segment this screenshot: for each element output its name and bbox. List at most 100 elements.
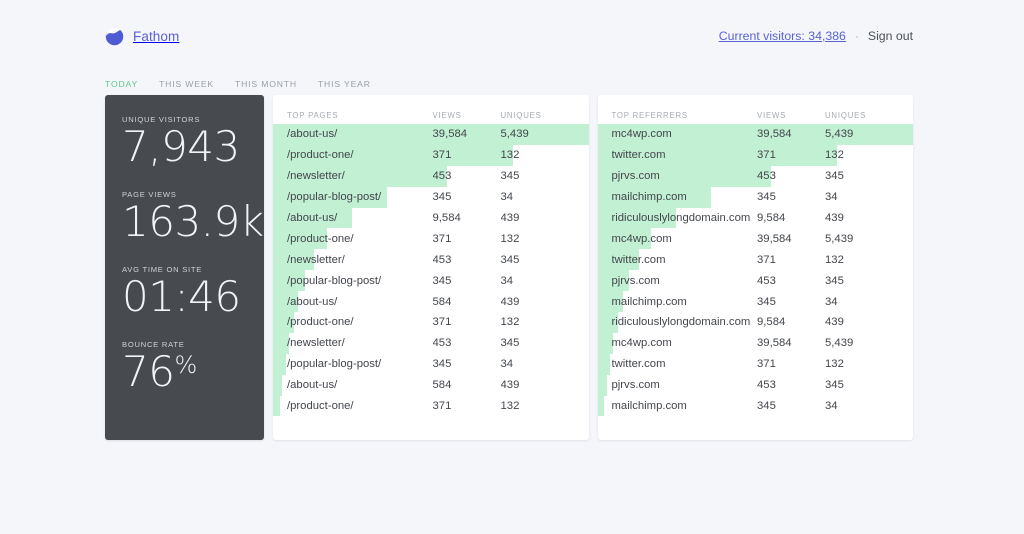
cell-views: 453	[432, 170, 452, 183]
cell-name: mailchimp.com	[611, 295, 687, 308]
cell-name: twitter.com	[611, 358, 666, 371]
cell-uniques: 5,439	[825, 128, 854, 141]
cell-uniques: 439	[500, 379, 520, 392]
cell-views: 584	[432, 379, 452, 392]
cell-uniques: 132	[825, 253, 844, 266]
table-row[interactable]: twitter.com 371 132	[597, 353, 914, 375]
top-referrers-column-views: VIEWS	[757, 110, 787, 120]
cell-uniques: 132	[500, 316, 520, 329]
header-separator: ·	[854, 29, 859, 43]
cell-views: 345	[757, 191, 776, 204]
cell-views: 371	[432, 400, 452, 413]
stat-unique-visitors: UNIQUE VISITORS 7,943	[122, 115, 264, 169]
cell-views: 345	[432, 358, 452, 371]
brand-name: Fathom	[133, 28, 180, 44]
cell-uniques: 345	[825, 170, 844, 183]
table-row[interactable]: /about-us/9,584 439	[273, 207, 589, 229]
cell-name: pjrvs.com	[611, 379, 660, 392]
cell-name: mc4wp.com	[611, 337, 672, 350]
table-row[interactable]: /about-us/39,584 5,439	[273, 124, 589, 145]
cell-name: pjrvs.com	[611, 274, 660, 287]
cell-views: 371	[432, 232, 452, 245]
tab-this-month[interactable]: THIS MONTH	[234, 79, 297, 89]
table-row[interactable]: pjrvs.com 453 345	[597, 165, 914, 187]
table-row[interactable]: ridiculouslylongdomain.com 9,584 439	[597, 207, 914, 229]
table-row[interactable]: mailchimp.com 345 34	[597, 395, 914, 417]
table-row[interactable]: /popular-blog-post/345 34	[273, 353, 589, 375]
table-row[interactable]: /product-one/371 132	[273, 228, 589, 250]
cell-name: ridiculouslylongdomain.com	[611, 316, 751, 329]
cell-name: /about-us/	[287, 128, 338, 141]
stat-value-number: 163.9k	[122, 197, 264, 247]
cell-uniques: 5,439	[825, 232, 854, 245]
tab-this-year[interactable]: THIS YEAR	[317, 79, 371, 89]
tab-today[interactable]: TODAY	[105, 79, 139, 89]
cell-name: mc4wp.com	[611, 232, 672, 245]
table-row[interactable]: /product-one/371 132	[273, 312, 589, 333]
cell-views: 345	[757, 295, 776, 308]
cell-name: /newsletter/	[287, 170, 345, 183]
cell-name: ridiculouslylongdomain.com	[611, 212, 751, 224]
table-row[interactable]: mc4wp.com 39,584 5,439	[597, 228, 914, 250]
brand-logo-link[interactable]: Fathom	[105, 27, 179, 46]
cell-uniques: 439	[825, 316, 844, 329]
table-row[interactable]: /newsletter/453 345	[273, 249, 589, 271]
cell-views: 39,584	[432, 128, 468, 141]
table-row[interactable]: /popular-blog-post/345 34	[273, 270, 589, 292]
table-row[interactable]: twitter.com 371 132	[597, 249, 914, 271]
table-row[interactable]: /product-one/371 132	[273, 144, 589, 166]
table-row[interactable]: twitter.com 371 132	[597, 144, 914, 166]
table-row[interactable]: /product-one/371 132	[273, 395, 589, 417]
current-visitors-link[interactable]: Current visitors: 34,386	[718, 29, 846, 43]
cell-uniques: 5,439	[825, 337, 854, 350]
table-row[interactable]: mailchimp.com 345 34	[597, 186, 914, 208]
cell-uniques: 439	[825, 212, 844, 224]
table-row[interactable]: /about-us/584 439	[273, 374, 589, 396]
row-bar	[597, 353, 611, 375]
cell-name: /popular-blog-post/	[287, 358, 382, 371]
cell-uniques: 5,439	[500, 128, 529, 141]
table-row[interactable]: ridiculouslylongdomain.com 9,584 439	[597, 312, 914, 333]
table-row[interactable]: mailchimp.com 345 34	[597, 291, 914, 313]
table-row[interactable]: mc4wp.com 39,584 5,439	[597, 332, 914, 354]
cell-uniques: 345	[500, 253, 520, 266]
cell-name: /product-one/	[287, 232, 354, 245]
cell-views: 371	[757, 149, 776, 162]
top-pages-column-views: VIEWS	[432, 110, 462, 120]
cell-uniques: 132	[825, 149, 844, 162]
page-header: Fathom Current visitors: 34,386 · Sign o…	[105, 22, 913, 50]
cell-views: 453	[757, 379, 776, 392]
cell-views: 345	[432, 191, 452, 204]
cell-name: /popular-blog-post/	[287, 274, 382, 287]
tab-this-week[interactable]: THIS WEEK	[159, 79, 214, 89]
cell-views: 371	[757, 358, 776, 371]
fathom-wave-logo-svg	[105, 27, 124, 45]
stat-avg-time-on-site: AVG TIME ON SITE 01:46	[122, 265, 264, 319]
sign-out-button[interactable]: Sign out	[867, 29, 913, 43]
cell-uniques: 132	[500, 149, 520, 162]
table-row[interactable]: pjrvs.com 453 345	[597, 374, 914, 396]
cell-views: 453	[757, 274, 776, 287]
table-row[interactable]: /newsletter/453 345	[273, 332, 589, 354]
cell-name: /newsletter/	[287, 253, 345, 266]
cell-name: /popular-blog-post/	[287, 191, 382, 204]
table-row[interactable]: mc4wp.com 39,584 5,439	[597, 124, 913, 145]
cell-views: 39,584	[757, 337, 792, 350]
cell-uniques: 132	[500, 232, 520, 245]
cell-views: 371	[757, 253, 776, 266]
cell-uniques: 345	[825, 274, 844, 287]
stat-page-views: PAGE VIEWS 163.9k	[122, 190, 264, 244]
cell-name: twitter.com	[611, 149, 666, 162]
table-row[interactable]: /popular-blog-post/345 34	[273, 186, 589, 208]
top-referrers-panel: TOP REFERRERS VIEWS UNIQUES mc4wp.com 39,…	[597, 95, 914, 440]
table-row[interactable]: /newsletter/453 345	[273, 165, 589, 187]
table-row[interactable]: /about-us/584 439	[273, 291, 589, 313]
cell-views: 345	[757, 400, 776, 413]
cell-uniques: 34	[500, 358, 514, 371]
cell-uniques: 132	[825, 358, 844, 371]
cell-views: 453	[432, 337, 452, 350]
cell-views: 371	[432, 149, 452, 162]
table-row[interactable]: pjrvs.com 453 345	[597, 270, 914, 292]
stat-label: UNIQUE VISITORS	[122, 115, 201, 124]
